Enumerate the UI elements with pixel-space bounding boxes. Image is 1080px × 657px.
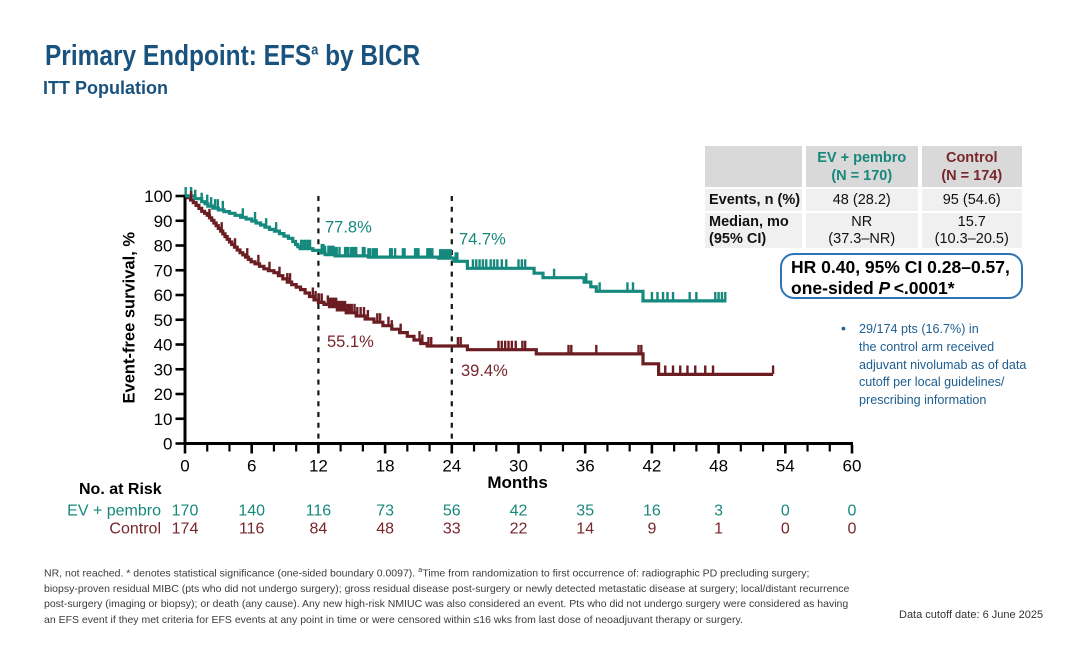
svg-text:0: 0 — [848, 521, 857, 538]
svg-text:84: 84 — [310, 521, 328, 538]
svg-text:42: 42 — [642, 457, 661, 476]
svg-text:20: 20 — [154, 385, 173, 404]
svg-text:9: 9 — [647, 521, 656, 538]
svg-text:22: 22 — [510, 521, 528, 538]
svg-text:Event-free survival, %: Event-free survival, % — [121, 232, 139, 404]
svg-text:48: 48 — [376, 521, 394, 538]
svg-text:0: 0 — [848, 503, 857, 520]
svg-text:16: 16 — [643, 503, 661, 520]
svg-text:174: 174 — [172, 521, 199, 538]
svg-text:100: 100 — [144, 187, 172, 206]
svg-text:Months: Months — [487, 473, 547, 492]
svg-text:77.8%: 77.8% — [325, 219, 372, 237]
svg-text:54: 54 — [776, 457, 795, 476]
svg-text:90: 90 — [154, 212, 173, 231]
svg-text:14: 14 — [576, 521, 594, 538]
svg-text:74.7%: 74.7% — [459, 231, 506, 249]
svg-text:48: 48 — [709, 457, 728, 476]
svg-text:0: 0 — [781, 521, 790, 538]
svg-text:30: 30 — [154, 360, 173, 379]
svg-text:0: 0 — [180, 457, 189, 476]
svg-text:116: 116 — [239, 521, 265, 538]
svg-text:60: 60 — [843, 457, 862, 476]
svg-text:80: 80 — [154, 237, 173, 256]
svg-text:70: 70 — [154, 261, 173, 280]
svg-text:36: 36 — [576, 457, 595, 476]
svg-text:60: 60 — [154, 286, 173, 305]
svg-text:18: 18 — [376, 457, 395, 476]
svg-text:1: 1 — [714, 521, 723, 538]
svg-text:116: 116 — [306, 503, 332, 520]
svg-text:140: 140 — [238, 503, 265, 520]
svg-text:24: 24 — [442, 457, 461, 476]
svg-text:33: 33 — [443, 521, 461, 538]
svg-text:39.4%: 39.4% — [461, 362, 508, 380]
svg-text:No. at Risk: No. at Risk — [79, 481, 162, 498]
svg-text:35: 35 — [576, 503, 594, 520]
svg-text:50: 50 — [154, 311, 173, 330]
svg-text:40: 40 — [154, 336, 173, 355]
svg-text:EV + pembro: EV + pembro — [67, 503, 161, 520]
svg-text:30: 30 — [509, 457, 528, 476]
svg-text:55.1%: 55.1% — [327, 333, 374, 351]
svg-text:42: 42 — [510, 503, 528, 520]
svg-text:12: 12 — [309, 457, 328, 476]
svg-text:170: 170 — [172, 503, 199, 520]
svg-text:3: 3 — [714, 503, 723, 520]
svg-text:Control: Control — [109, 521, 161, 538]
svg-text:73: 73 — [376, 503, 394, 520]
svg-text:10: 10 — [154, 410, 173, 429]
svg-text:0: 0 — [781, 503, 790, 520]
svg-text:6: 6 — [247, 457, 256, 476]
svg-text:56: 56 — [443, 503, 461, 520]
svg-text:0: 0 — [163, 435, 172, 454]
